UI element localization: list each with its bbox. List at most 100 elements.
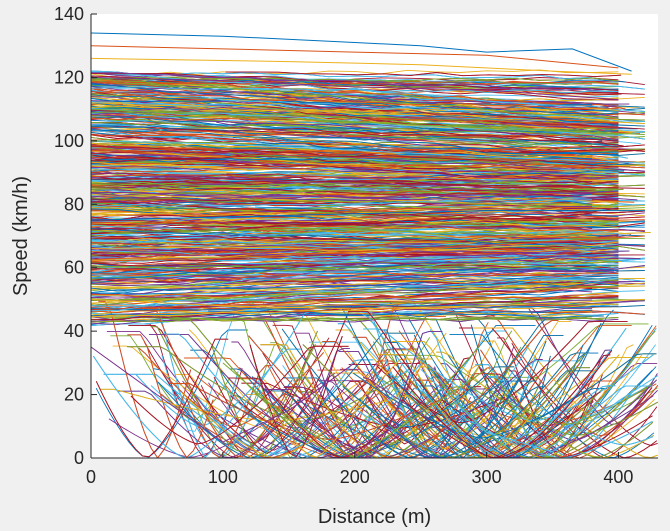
trajectory-line	[91, 204, 619, 218]
trajectory-line	[91, 286, 593, 311]
trajectory-line	[91, 263, 619, 272]
trajectory-line	[372, 330, 513, 458]
trajectory-line	[91, 72, 593, 91]
trajectory-line	[91, 277, 619, 312]
series-line-0	[91, 32, 632, 72]
series-line-12	[420, 368, 658, 453]
trajectory-line	[348, 364, 593, 458]
trajectory-line	[91, 282, 619, 292]
trajectory-line	[91, 78, 593, 107]
trajectory-line	[161, 313, 241, 432]
trajectory-line	[391, 341, 590, 453]
trajectory-line	[91, 187, 619, 196]
trajectory-line	[91, 190, 619, 204]
trajectory-line	[466, 388, 658, 436]
trajectory-line	[91, 176, 619, 183]
trajectory-line	[91, 192, 619, 202]
trajectory-line	[91, 116, 619, 145]
trajectory-line	[486, 383, 653, 425]
trajectory-line	[91, 199, 593, 208]
trajectory-line	[103, 373, 368, 458]
trajectory-line	[91, 145, 593, 160]
trajectory-line	[91, 101, 645, 125]
trajectory-line	[91, 174, 619, 180]
trajectory-line	[231, 107, 601, 112]
trajectory-line	[91, 191, 593, 208]
trajectory-line	[289, 308, 495, 458]
trajectory-line	[91, 207, 619, 228]
trajectory-line	[227, 183, 624, 191]
trajectory-line	[475, 364, 634, 458]
trajectory-line	[91, 82, 619, 127]
trajectory-line	[91, 89, 645, 122]
trajectory-line	[91, 278, 645, 289]
trajectory-line	[127, 334, 214, 458]
trajectory-line	[91, 125, 593, 160]
trajectory-line	[488, 376, 654, 446]
trajectory-line	[429, 329, 537, 458]
trajectory-line	[91, 93, 619, 136]
x-tick-label: 0	[86, 467, 96, 487]
trajectory-line	[376, 321, 628, 424]
series-line-1	[91, 45, 619, 69]
trajectory-line	[91, 161, 619, 184]
trajectory-line	[91, 240, 619, 248]
trajectory-line	[91, 237, 619, 247]
trajectory-line	[91, 246, 619, 253]
trajectory-line	[91, 274, 619, 308]
y-tick-label: 40	[64, 321, 84, 341]
trajectory-line	[91, 76, 619, 119]
trajectory-line	[415, 388, 653, 458]
trajectory-line	[195, 359, 374, 458]
trajectory-line	[418, 334, 564, 442]
trajectory-line	[91, 309, 593, 317]
series-line-3	[91, 76, 619, 101]
y-tick-label: 100	[54, 131, 84, 151]
trajectory-line	[225, 71, 622, 78]
trajectory-line	[91, 154, 619, 184]
trajectory-line	[342, 366, 515, 428]
trajectory-line	[383, 342, 510, 458]
trajectory-line	[174, 382, 262, 458]
trajectory-line	[91, 295, 619, 320]
trajectory-line	[207, 250, 630, 256]
series-line-9	[91, 298, 645, 310]
y-axis-title: Speed (km/h)	[10, 176, 32, 296]
trajectory-line	[439, 362, 658, 458]
trajectory-line	[91, 216, 645, 230]
series-line-4	[91, 108, 645, 135]
trajectory-line	[91, 251, 593, 273]
trajectory-line	[91, 203, 619, 213]
trajectory-line	[362, 314, 627, 458]
trajectory-line	[378, 354, 537, 458]
trajectory-line	[91, 161, 645, 173]
trajectory-line	[91, 316, 593, 322]
trajectory-line	[91, 166, 619, 177]
trajectory-line	[263, 388, 370, 458]
trajectory-line	[336, 330, 443, 458]
trajectory-line	[169, 318, 480, 458]
trajectory-line	[352, 336, 545, 458]
trajectory-line	[91, 260, 619, 280]
trajectory-line	[98, 300, 192, 458]
trajectory-line	[222, 135, 645, 163]
trajectory-line	[91, 222, 619, 228]
trajectory-line	[91, 188, 619, 200]
trajectory-line	[185, 365, 273, 458]
trajectory-line	[393, 354, 658, 426]
series-lines	[91, 32, 658, 458]
trajectory-line	[263, 393, 442, 427]
trajectory-line	[150, 326, 316, 452]
axes: 0 100 200 300 400 0 20 40 60 80 100 120 140	[54, 4, 658, 487]
trajectory-line	[110, 335, 230, 421]
trajectory-line	[306, 302, 407, 448]
trajectory-line	[91, 267, 645, 274]
x-tick-label: 200	[340, 467, 370, 487]
series-line-7	[91, 210, 645, 221]
trajectory-line	[91, 107, 619, 124]
trajectory-line	[91, 304, 645, 311]
trajectory-line	[91, 114, 619, 141]
trajectory-line	[160, 382, 399, 458]
series-line-6	[91, 178, 645, 189]
trajectory-line	[91, 172, 593, 195]
